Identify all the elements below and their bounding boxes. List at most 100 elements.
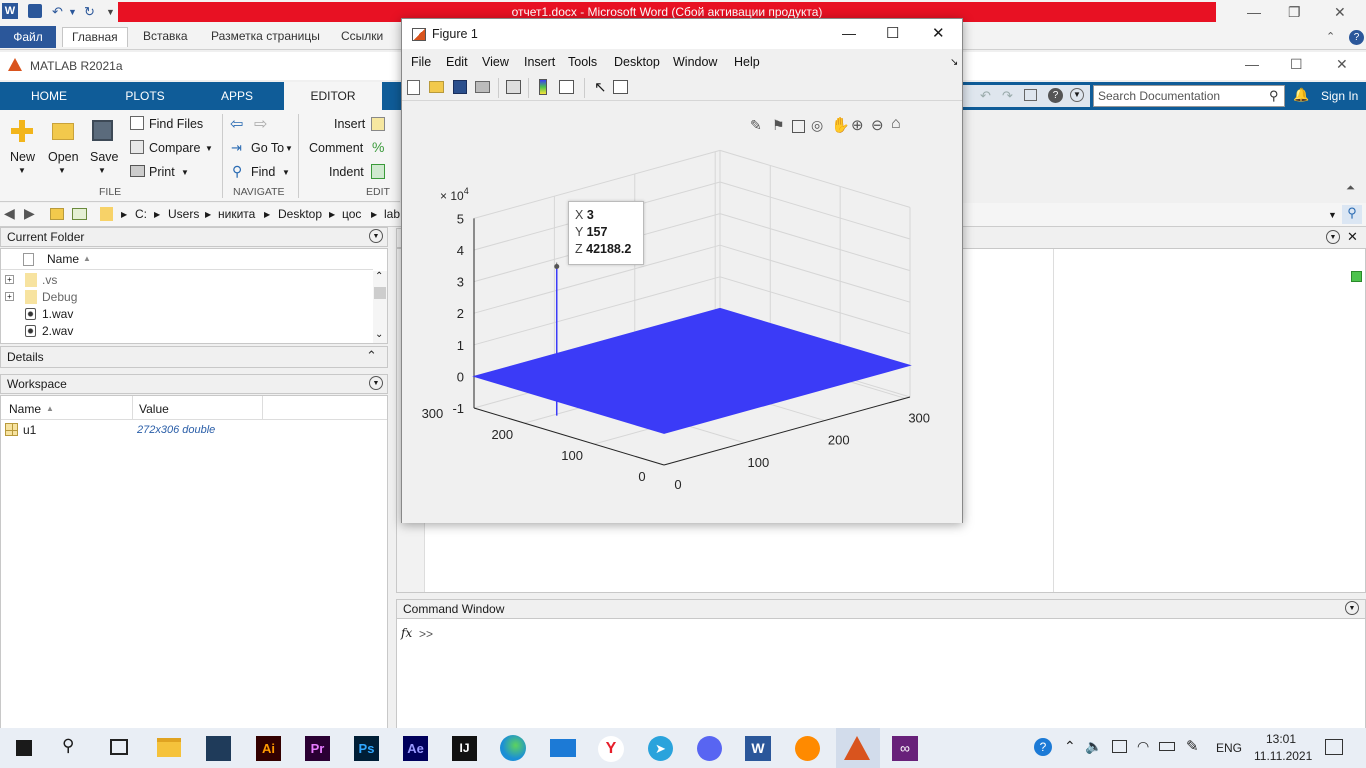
matlab-maximize-icon[interactable]: ☐ [1290,56,1303,72]
surface-plot[interactable]: 5 4 3 2 1 0 -1 300 200 100 0 0 100 200 300 × 104 [402,103,962,523]
go-to-button[interactable]: Go To [251,141,285,155]
details-collapse-icon[interactable]: ⌃ [366,348,377,363]
menu-view[interactable]: View [482,55,509,69]
path-segment[interactable]: C: [135,207,147,221]
new-button[interactable]: New [10,150,36,164]
path-segment[interactable]: Users [168,207,200,221]
indent-button[interactable]: Indent [329,165,364,179]
sort-ascending-icon[interactable]: ▲ [83,254,91,263]
premiere-icon[interactable]: Pr [305,736,330,761]
word-close-icon[interactable]: ✕ [1334,4,1346,20]
path-segment[interactable]: никита [218,207,256,221]
word-restore-icon[interactable]: ❐ [1288,4,1301,20]
new-icon[interactable] [11,120,33,142]
rotate-3d-icon[interactable]: ◎ [811,117,824,133]
visual-studio-icon[interactable]: ∞ [892,736,918,761]
tab-apps[interactable]: APPS [220,89,253,103]
search-icon[interactable]: ⚲ [62,736,75,755]
word-tab-insert[interactable]: Вставка [143,29,188,43]
telegram-icon[interactable]: ➤ [648,736,673,761]
scroll-down-icon[interactable]: ⌄ [375,329,384,340]
details-titlebar[interactable]: Details [0,346,388,368]
new-figure-icon[interactable] [407,80,420,95]
tab-editor[interactable]: EDITOR [284,82,382,110]
command-window-menu-icon[interactable]: ▼ [1345,601,1359,615]
table-row[interactable]: u1 272x306 double [1,422,387,440]
figure-maximize-icon[interactable]: ☐ [886,25,900,42]
property-inspector-icon[interactable] [613,80,628,94]
current-folder-menu-icon[interactable]: ▼ [369,229,383,243]
notifications-icon[interactable]: 🔔 [1293,87,1310,102]
save-dropdown-icon[interactable]: ▼ [98,166,106,175]
workspace-menu-icon[interactable]: ▼ [369,376,383,390]
up-folder-icon[interactable] [50,208,64,220]
matlab-minimize-icon[interactable]: — [1245,56,1259,72]
redo-icon[interactable]: ↷ [1002,88,1013,103]
redo-icon[interactable]: ↻ [84,4,95,19]
go-to-icon[interactable]: ⇥ [231,140,242,155]
sort-ascending-icon[interactable]: ▲ [46,404,54,413]
open-dropdown-icon[interactable]: ▼ [58,166,66,175]
fx-icon[interactable]: fx [401,626,413,640]
customize-icon[interactable]: ▼ [106,7,115,17]
menu-dock-icon[interactable]: ↘ [950,57,959,68]
show-hidden-icons[interactable]: ⌃ [1064,738,1076,754]
menu-help[interactable]: Help [734,55,760,69]
word-tab-home[interactable]: Главная [62,27,128,47]
print-figure-icon[interactable] [475,81,490,93]
battery-icon[interactable] [1159,742,1175,751]
switch-windows-icon[interactable] [1024,89,1037,101]
list-item[interactable]: + Debug [1,289,373,306]
go-to-dropdown-icon[interactable]: ▼ [285,144,293,153]
display-icon[interactable] [1112,740,1127,753]
expand-icon[interactable]: + [5,292,14,301]
search-input[interactable]: Search Documentation [1098,89,1221,103]
brush-icon[interactable]: ✎ [750,117,762,133]
word-minimize-icon[interactable]: — [1247,4,1261,20]
save-figure-icon[interactable] [453,80,467,94]
find-dropdown-icon[interactable]: ▼ [282,168,290,177]
word-tab-references[interactable]: Ссылки [341,29,384,43]
comment-icon[interactable]: % [372,139,385,155]
notifications-icon[interactable] [1325,739,1343,755]
wifi-icon[interactable]: ◠ [1137,738,1150,754]
menu-file[interactable]: File [411,55,432,69]
open-button[interactable]: Open [48,150,79,164]
pointer-icon[interactable]: ↖ [594,79,607,96]
figure-minimize-icon[interactable]: — [842,25,856,41]
clock-time[interactable]: 13:01 [1266,732,1297,746]
help-tray-icon[interactable]: ? [1034,738,1052,756]
forward-icon[interactable]: ▶ [24,205,35,221]
word-help-icon[interactable]: ? [1349,30,1364,45]
clock-date[interactable]: 11.11.2021 [1254,749,1313,763]
open-folder-icon[interactable] [52,123,74,140]
column-name-label[interactable]: Name [47,252,80,266]
path-segment[interactable]: Desktop [278,207,323,221]
language-indicator[interactable]: ENG [1216,741,1243,755]
tab-home[interactable]: HOME [31,89,67,103]
find-search-icon[interactable]: ⚲ [232,163,243,179]
pan-icon[interactable]: ✋ [831,117,850,134]
compare-dropdown-icon[interactable]: ▼ [205,144,213,153]
print-dropdown-icon[interactable]: ▼ [181,168,189,177]
music-player-icon[interactable] [795,736,820,761]
editor-menu-icon[interactable]: ▼ [1326,230,1340,244]
back-icon[interactable]: ◀ [4,205,15,221]
menu-insert[interactable]: Insert [524,55,556,69]
menu-window[interactable]: Window [673,55,718,69]
datatip[interactable]: X 3 Y 157 Z 42188.2 [568,201,644,265]
undo-dropdown-icon[interactable]: ▼ [68,7,77,17]
print-button[interactable]: Print [149,165,175,179]
save-icon[interactable] [92,120,113,141]
command-window[interactable]: fx >> [396,618,1366,730]
word-taskbar-icon[interactable]: W [745,736,771,761]
find-button[interactable]: Find [251,165,276,179]
scrollbar[interactable]: ⌃ ⌄ [373,271,387,343]
column-name-header[interactable]: Name [9,402,42,416]
photoshop-icon[interactable]: Ps [354,736,379,761]
help-icon[interactable]: ? [1048,88,1063,103]
start-icon[interactable] [16,740,32,756]
save-icon[interactable] [28,4,42,18]
link-plot-icon[interactable] [506,80,521,94]
find-files-icon[interactable] [130,116,144,130]
